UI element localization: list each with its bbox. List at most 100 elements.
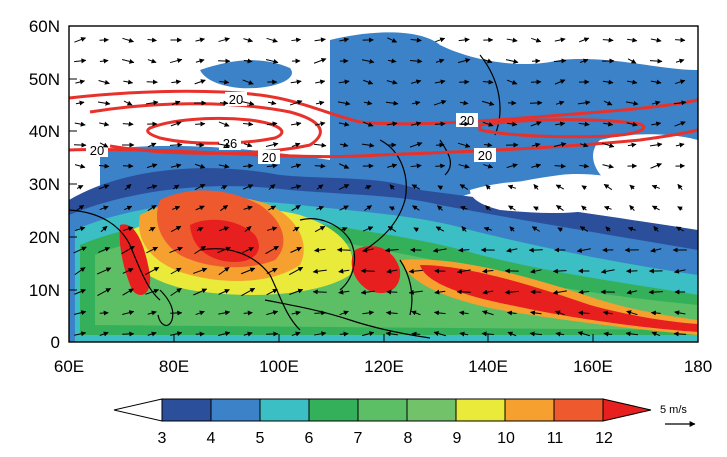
wind-vector — [362, 79, 374, 85]
wind-vector — [627, 37, 638, 43]
wind-vector — [74, 266, 86, 276]
wind-vector — [603, 205, 612, 211]
wind-vector — [242, 246, 254, 254]
wind-vector — [412, 205, 420, 211]
wind-vector — [434, 289, 446, 295]
wind-vector — [435, 226, 445, 232]
wind-vector — [243, 142, 253, 148]
wind-vector — [385, 100, 399, 106]
wind-vector — [483, 58, 493, 64]
wind-vector — [531, 226, 541, 232]
colorbar-label: 3 — [158, 430, 167, 447]
wind-vector — [553, 58, 567, 64]
wind-vector — [99, 310, 109, 316]
colorbar-label: 6 — [305, 430, 314, 447]
wind-vector — [505, 58, 519, 64]
wind-vector — [218, 121, 230, 127]
wind-vector — [338, 121, 350, 127]
wind-vector — [410, 37, 422, 43]
colorbar-label: 5 — [256, 430, 265, 447]
contour-label-20-southeast: 20 — [478, 148, 492, 163]
wind-vector — [75, 100, 85, 106]
wind-vector — [411, 100, 421, 106]
wind-vector — [290, 247, 302, 253]
wind-vector — [362, 226, 374, 232]
wind-vector — [506, 310, 517, 316]
wind-vector — [172, 205, 181, 211]
wind-vector — [146, 163, 158, 169]
wind-vector — [531, 163, 542, 169]
wind-vector — [651, 331, 661, 337]
wind-vector — [410, 79, 422, 85]
wind-vector — [99, 121, 110, 127]
wind-vector — [194, 183, 206, 191]
wind-vector — [384, 247, 399, 253]
wind-vector — [651, 184, 661, 190]
wind-vector — [99, 331, 109, 337]
wind-vector — [218, 289, 230, 295]
wind-vector — [674, 121, 686, 127]
wind-vector — [579, 163, 590, 169]
wind-vector — [627, 226, 636, 232]
wind-vector — [98, 247, 111, 253]
wind-vector — [509, 226, 515, 232]
wind-vector — [458, 163, 470, 169]
wind-vector — [626, 79, 638, 85]
wind-vector — [243, 205, 253, 211]
wind-vector — [554, 163, 566, 169]
wind-vector — [673, 331, 687, 337]
wind-vector — [290, 121, 302, 127]
wind-vector — [314, 225, 326, 233]
wind-vector — [626, 310, 638, 316]
wind-vector — [557, 227, 563, 233]
wind-vector — [122, 37, 135, 43]
wind-vector — [409, 58, 423, 64]
wind-vector — [530, 268, 542, 274]
colorbar-segment — [161, 398, 212, 422]
wind-vector — [291, 204, 301, 212]
lon-tick-label: 60E — [54, 357, 84, 376]
wind-vector — [314, 163, 326, 169]
wind-vector — [241, 287, 256, 297]
wind-vector — [76, 185, 84, 190]
wind-vector — [434, 121, 446, 127]
colorbar-segment — [553, 398, 604, 422]
wind-vector — [122, 226, 134, 232]
colorbar-segment — [406, 398, 457, 422]
wind-vector — [432, 247, 447, 253]
lat-tick-label: 40N — [29, 122, 60, 141]
wind-vector — [577, 100, 591, 106]
lat-tick-label: 10N — [29, 281, 60, 300]
wind-vector — [554, 79, 566, 85]
wind-vector — [387, 225, 397, 233]
wind-vector — [339, 142, 349, 148]
wind-vector — [315, 100, 325, 106]
wind-vector — [243, 121, 254, 127]
wind-vector — [626, 289, 638, 295]
wind-vector — [576, 247, 591, 253]
wind-vector — [288, 266, 304, 276]
wind-vector — [194, 163, 206, 169]
wind-vector — [531, 37, 542, 43]
wind-vector — [121, 245, 135, 255]
wind-vector — [483, 226, 492, 232]
wind-vector — [146, 246, 159, 254]
wind-vector — [314, 247, 326, 253]
wind-vector — [266, 288, 278, 296]
wind-vector — [148, 226, 156, 232]
wind-vector — [408, 289, 423, 295]
wind-vector — [457, 58, 471, 64]
wind-vector — [145, 100, 159, 106]
wind-vector — [457, 142, 471, 148]
wind-vector — [555, 121, 566, 127]
wind-vector — [243, 37, 254, 43]
wind-vector — [602, 163, 614, 169]
wind-vector — [650, 37, 662, 43]
wind-vector — [266, 37, 278, 43]
wind-vector — [507, 121, 518, 127]
wind-vector — [411, 331, 421, 337]
wind-vector — [552, 268, 567, 274]
wind-vector — [483, 142, 493, 148]
wind-vector — [97, 100, 111, 106]
wind-vector — [651, 100, 661, 106]
